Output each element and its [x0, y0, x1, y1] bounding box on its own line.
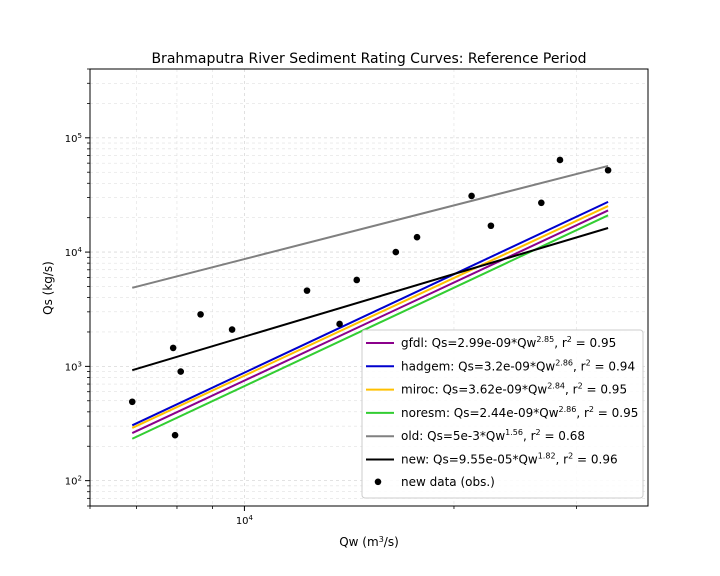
observation-point: [197, 311, 204, 318]
legend-marker-observations: [374, 478, 382, 486]
fit-lines: [131, 164, 609, 440]
tick-label: 105: [65, 132, 82, 145]
fit-line-new: [131, 227, 609, 372]
tick-label: 102: [65, 475, 82, 488]
legend-label-noresm: noresm: Qs=2.44e-09*Qw2.86, r2 = 0.95: [401, 405, 638, 420]
plot-frame: [89, 68, 649, 507]
observation-point: [487, 222, 495, 230]
legend-label-old: old: Qs=5e-3*Qw1.56, r2 = 0.68: [401, 428, 585, 443]
legend-label-gfdl: gfdl: Qs=2.99e-09*Qw2.85, r2 = 0.95: [401, 335, 616, 350]
x-axis-label: Qw (m3/s): [339, 535, 399, 549]
observation-point: [413, 233, 421, 241]
observation-point: [177, 368, 185, 375]
legend-box: [361, 329, 644, 499]
fit-line-miroc: [131, 205, 609, 429]
legend: gfdl: Qs=2.99e-09*Qw2.85, r2 = 0.95 hadge…: [361, 329, 644, 499]
fit-line-old: [132, 164, 609, 289]
observation-point: [128, 398, 136, 406]
observation-point: [392, 248, 400, 256]
observation-point: [538, 199, 545, 207]
observation-point: [353, 276, 361, 284]
observation-point: [228, 326, 236, 333]
tick-label: 104: [65, 246, 83, 259]
fit-line-hadgem: [131, 200, 609, 427]
observation-point: [556, 156, 564, 164]
observation-point: [169, 344, 177, 352]
observation-point: [171, 431, 179, 439]
legend-label-hadgem: hadgem: Qs=3.2e-09*Qw2.86, r2 = 0.94: [401, 358, 635, 373]
observation-points: [128, 156, 612, 439]
observation-point: [336, 320, 343, 328]
tick-label: 104: [236, 514, 254, 527]
tick-label: 103: [65, 360, 82, 373]
observation-point: [303, 287, 311, 294]
observation-point: [468, 192, 475, 200]
fit-line-gfdl: [131, 209, 609, 434]
legend-label-new: new: Qs=9.55e-05*Qw1.82, r2 = 0.96: [401, 452, 618, 467]
chart-title: Brahmaputra River Sediment Rating Curves…: [151, 51, 586, 67]
legend-label-miroc: miroc: Qs=3.62e-09*Qw2.84, r2 = 0.95: [401, 382, 627, 397]
observation-point: [604, 166, 612, 174]
legend-label-observations: new data (obs.): [401, 475, 495, 489]
y-axis-label: Qs (kg/s): [41, 261, 55, 315]
axis-ticks: 104 102 103 104 105: [65, 68, 577, 527]
